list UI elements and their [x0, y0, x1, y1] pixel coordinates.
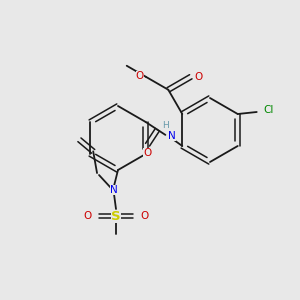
- Text: O: O: [136, 71, 144, 81]
- Text: O: O: [195, 72, 203, 82]
- Text: O: O: [143, 148, 152, 158]
- Text: O: O: [84, 211, 92, 221]
- Text: H: H: [162, 121, 169, 130]
- Text: O: O: [140, 211, 148, 221]
- Text: N: N: [110, 185, 118, 195]
- Text: N: N: [168, 131, 176, 141]
- Text: Cl: Cl: [264, 105, 274, 115]
- Text: S: S: [111, 209, 121, 223]
